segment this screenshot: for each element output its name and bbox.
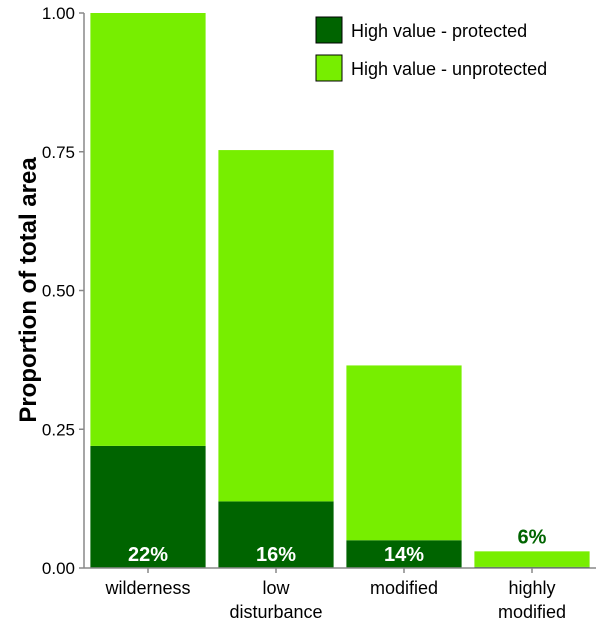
bars-group — [90, 13, 590, 568]
bar-percent-label: 22% — [128, 544, 168, 566]
bar-protected-0 — [90, 445, 206, 568]
y-tick-label: 0.00 — [42, 559, 75, 578]
bar-percent-label: 14% — [384, 544, 424, 566]
x-category-label: highly modified — [498, 578, 566, 622]
x-category-label: low disturbance — [229, 578, 322, 622]
bar-percent-label: 6% — [518, 526, 547, 548]
bar-percent-label: 16% — [256, 544, 296, 566]
bar-unprotected-1 — [218, 150, 334, 502]
x-category-label: modified — [370, 578, 438, 598]
legend-label: High value - protected — [351, 21, 527, 41]
legend-label: High value - unprotected — [351, 59, 547, 79]
bar-protected-1 — [218, 501, 334, 568]
x-category-label: wilderness — [104, 578, 190, 598]
y-tick-label: 0.50 — [42, 282, 75, 301]
x-categories-group: wilderness low disturbance modified highly mo… — [104, 578, 566, 622]
bar-labels-group: 22% 16% 14% 6% — [128, 526, 547, 566]
legend-swatch-unprotected — [315, 54, 343, 82]
y-tick-label: 0.25 — [42, 420, 75, 439]
y-axis-title: Proportion of total area — [15, 157, 42, 423]
bar-unprotected-0 — [90, 13, 206, 446]
legend-swatch-protected — [315, 16, 343, 44]
legend: High value - protected High value - unpro… — [315, 16, 547, 82]
bar-unprotected-2 — [346, 365, 462, 541]
bar-protected-2 — [346, 540, 462, 568]
y-tick-label: 1.00 — [42, 4, 75, 23]
y-tick-label: 0.75 — [42, 143, 75, 162]
y-ticks-group: 0.00 0.25 0.50 0.75 1.00 — [42, 4, 533, 578]
bar-unprotected-3 — [474, 551, 590, 567]
